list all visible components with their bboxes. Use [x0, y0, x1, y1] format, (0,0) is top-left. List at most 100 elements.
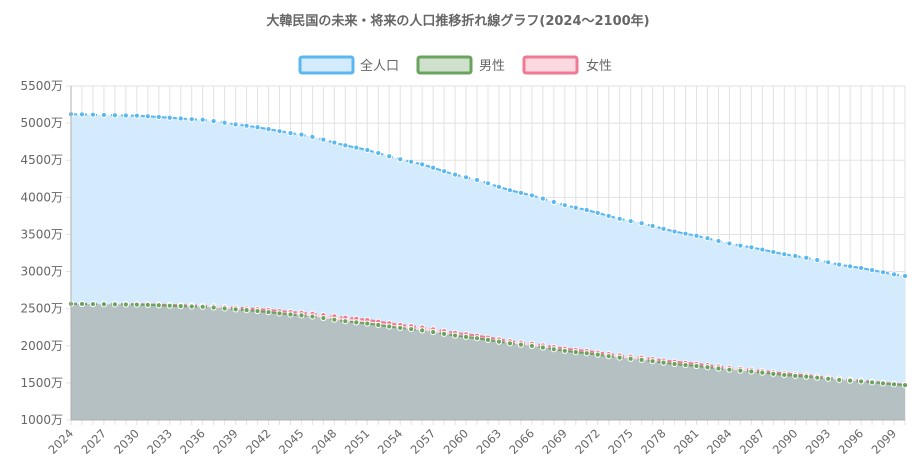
data-point — [473, 176, 481, 184]
data-point — [89, 300, 97, 308]
data-point — [858, 264, 865, 272]
y-tick-label: 5000万 — [20, 116, 63, 130]
y-tick-label: 2500万 — [20, 302, 63, 316]
data-point — [309, 133, 316, 140]
data-point — [298, 131, 305, 138]
data-point — [484, 336, 492, 343]
data-point — [879, 269, 887, 276]
x-tick-label: 2072 — [572, 426, 603, 457]
data-point — [836, 261, 843, 268]
data-point — [441, 168, 448, 175]
data-point — [353, 144, 360, 151]
data-point — [243, 307, 250, 314]
data-point — [221, 305, 228, 312]
data-point — [462, 333, 470, 340]
data-point — [638, 220, 645, 227]
data-point — [276, 310, 283, 317]
data-point — [550, 346, 557, 353]
data-point — [386, 153, 393, 160]
data-point — [188, 116, 195, 123]
data-point — [682, 361, 689, 369]
data-point — [364, 320, 371, 327]
data-point — [144, 113, 151, 120]
x-tick-label: 2078 — [638, 426, 669, 457]
data-point — [199, 116, 206, 123]
x-tick-label: 2090 — [770, 426, 801, 457]
data-point — [803, 373, 810, 380]
x-tick-label: 2024 — [46, 426, 77, 457]
data-point — [78, 111, 86, 118]
data-point — [441, 330, 448, 337]
data-point — [704, 364, 711, 371]
data-point — [188, 303, 195, 310]
data-point — [133, 112, 140, 119]
data-point — [825, 375, 832, 382]
y-tick-label: 3000万 — [20, 265, 63, 279]
data-point — [517, 341, 525, 348]
data-point — [287, 129, 294, 137]
data-point — [726, 366, 733, 373]
legend-label: 男性 — [479, 59, 505, 74]
x-tick-label: 2045 — [276, 426, 307, 457]
x-axis-ticks: 2024 2027 2030 2033 2036 2039 2042 2045 2048 2051… — [46, 426, 900, 457]
data-point — [100, 111, 108, 119]
data-point — [298, 312, 305, 319]
x-tick-label: 2036 — [177, 426, 208, 457]
data-point — [858, 378, 865, 385]
x-tick-label: 2096 — [836, 426, 867, 457]
y-tick-label: 2000万 — [20, 339, 63, 353]
data-point — [759, 246, 766, 253]
x-tick-label: 2084 — [704, 426, 735, 457]
y-axis-ticks: 5500万 5000万 4500万 4000万 3500万 3000万 2500万 2000万… — [20, 79, 63, 427]
data-point — [528, 192, 535, 199]
y-tick-label: 5500万 — [20, 79, 63, 93]
x-tick-label: 2039 — [210, 426, 241, 457]
data-point — [583, 206, 590, 214]
data-point — [342, 318, 349, 325]
data-point — [901, 272, 909, 280]
data-point — [671, 228, 678, 235]
data-point — [847, 263, 854, 270]
data-point — [660, 359, 667, 366]
x-tick-label: 2087 — [737, 426, 768, 457]
data-point — [386, 323, 393, 330]
data-point — [144, 301, 151, 308]
data-point — [649, 358, 656, 365]
data-point — [484, 180, 492, 187]
data-point — [605, 212, 612, 220]
data-point — [451, 332, 459, 339]
data-point — [726, 240, 733, 247]
x-tick-label: 2054 — [375, 426, 406, 457]
data-point — [419, 327, 426, 334]
data-point — [375, 321, 382, 329]
data-point — [375, 149, 382, 157]
data-point — [814, 374, 821, 381]
data-point — [770, 248, 777, 256]
series-points — [67, 111, 909, 389]
data-point — [561, 202, 568, 209]
x-tick-label: 2033 — [144, 426, 175, 457]
data-point — [561, 347, 568, 354]
legend-swatch — [298, 55, 355, 75]
data-point — [638, 356, 645, 363]
data-point — [814, 256, 821, 264]
data-point — [111, 112, 118, 119]
data-point — [517, 189, 525, 196]
data-point — [166, 114, 173, 121]
data-point — [177, 115, 184, 122]
data-point — [792, 252, 799, 260]
data-point — [155, 302, 162, 309]
data-point — [397, 156, 404, 163]
data-point — [627, 355, 634, 362]
x-tick-label: 2081 — [671, 426, 702, 457]
data-point — [627, 217, 634, 225]
data-point — [704, 235, 711, 242]
legend: 全人口 男性 女性 — [298, 55, 612, 75]
data-point — [616, 354, 623, 361]
data-point — [122, 112, 129, 119]
data-point — [649, 222, 656, 230]
data-point — [78, 300, 86, 308]
chart-title: 大韓民国の未来・将来の人口推移折れ線グラフ(2024～2100年) — [266, 13, 649, 29]
data-point — [737, 367, 744, 374]
